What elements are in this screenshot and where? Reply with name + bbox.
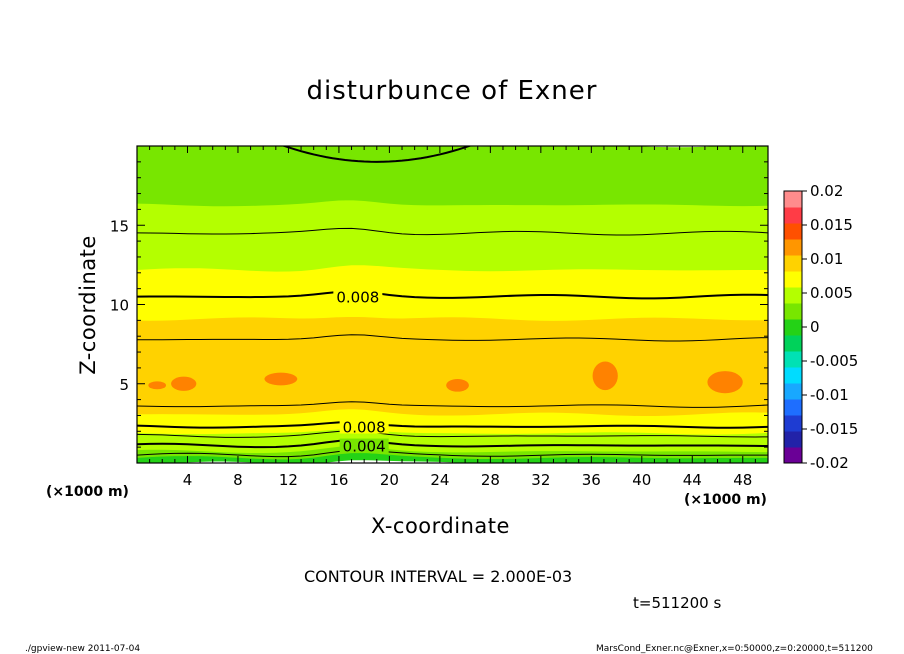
x-axis-label: X-coordinate	[371, 514, 510, 538]
colorbar-segment	[784, 415, 802, 432]
high-value-patches	[148, 361, 743, 394]
colorbar: 0.02 0.015 0.01 0.005 0 -0.005 -0.01 -0.015 -0.0…	[783, 182, 858, 472]
colorbar-tick-label: 0.015	[810, 216, 853, 234]
y-tick-label: 5	[119, 376, 129, 394]
colorbar-tick-label: 0.01	[810, 250, 843, 268]
contour-label: 0.004	[343, 438, 386, 456]
contour-label-bg	[339, 438, 389, 453]
time-label: t=511200 s	[633, 594, 722, 612]
high-value-patch	[148, 381, 167, 390]
colorbar-tick-label: -0.01	[810, 386, 849, 404]
x-tick-label: 20	[380, 471, 399, 489]
colorbar-segment	[784, 319, 802, 336]
high-value-patch	[171, 376, 197, 391]
contour-line	[137, 334, 768, 342]
colorbar-segment	[784, 207, 802, 224]
y-tick-label: 15	[110, 217, 129, 235]
footer-left: ./gpview-new 2011-07-04	[25, 644, 141, 654]
footer-right: MarsCond_Exner.nc@Exner,x=0:50000,z=0:20…	[596, 644, 873, 654]
colorbar-segment	[784, 351, 802, 368]
x-tick-label: 48	[733, 471, 752, 489]
contour-line	[137, 449, 768, 458]
chart-title: disturbunce of Exner	[306, 76, 598, 106]
high-value-patch	[446, 378, 469, 392]
contour-line	[137, 430, 768, 438]
x-tick-label: 32	[531, 471, 550, 489]
contour-label-bg	[339, 419, 389, 434]
y-axis-label: Z-coordinate	[76, 235, 100, 375]
contour-label-bg	[333, 289, 383, 304]
colorbar-segment	[784, 431, 802, 448]
colorbar-segment	[784, 223, 802, 240]
contour-label: 0.008	[336, 289, 379, 307]
contour-line	[137, 401, 768, 408]
high-value-patch	[592, 361, 618, 391]
x-tick-label: 4	[183, 471, 193, 489]
colorbar-segment	[784, 335, 802, 352]
colorbar-segment	[784, 287, 802, 304]
contour-line	[137, 439, 768, 449]
x-tick-label: 16	[329, 471, 348, 489]
colorbar-segment	[784, 399, 802, 416]
high-value-patch	[264, 372, 298, 386]
x-unit-right: (×1000 m)	[684, 492, 767, 508]
colorbar-tick-label: 0.02	[810, 182, 843, 200]
filled-contour-bands	[137, 146, 768, 463]
x-tick-label: 44	[683, 471, 702, 489]
colorbar-segment	[784, 255, 802, 272]
contour-label: 0.008	[343, 419, 386, 437]
contour-line	[137, 290, 768, 300]
x-unit-left: (×1000 m)	[46, 484, 129, 500]
colorbar-segment	[784, 383, 802, 400]
contour-band	[137, 335, 768, 409]
colorbar-segment	[784, 271, 802, 288]
colorbar-tick-label: -0.005	[810, 352, 858, 370]
contour-lines	[137, 146, 768, 458]
colorbar-segment	[784, 191, 802, 208]
x-tick-label: 24	[430, 471, 449, 489]
colorbar-segment	[784, 303, 802, 320]
y-tick-label: 10	[110, 297, 129, 315]
contour-line	[137, 227, 768, 236]
y-axis: 5 10 15	[110, 161, 768, 448]
contour-band	[137, 316, 768, 342]
colorbar-tick-label: 0	[810, 318, 820, 336]
x-tick-label: 28	[481, 471, 500, 489]
x-tick-label: 40	[632, 471, 651, 489]
x-tick-label: 12	[279, 471, 298, 489]
colorbar-segment	[784, 367, 802, 384]
contour-band	[137, 291, 768, 321]
colorbar-segment	[784, 447, 802, 464]
colorbar-tick-label: -0.02	[810, 454, 849, 472]
contour-line	[137, 421, 768, 429]
colorbar-tick-label: 0.005	[810, 284, 853, 302]
contour-line	[281, 146, 472, 163]
contour-interval-label: CONTOUR INTERVAL = 2.000E-03	[304, 567, 573, 586]
colorbar-segment	[784, 239, 802, 256]
high-value-patch	[707, 371, 743, 394]
x-tick-label: 8	[233, 471, 243, 489]
colorbar-tick-label: -0.015	[810, 420, 858, 438]
contour-band	[137, 146, 768, 183]
x-axis: 4 8 12 16 20 24 28 32 36 40 44 48	[149, 146, 756, 489]
x-tick-label: 36	[582, 471, 601, 489]
